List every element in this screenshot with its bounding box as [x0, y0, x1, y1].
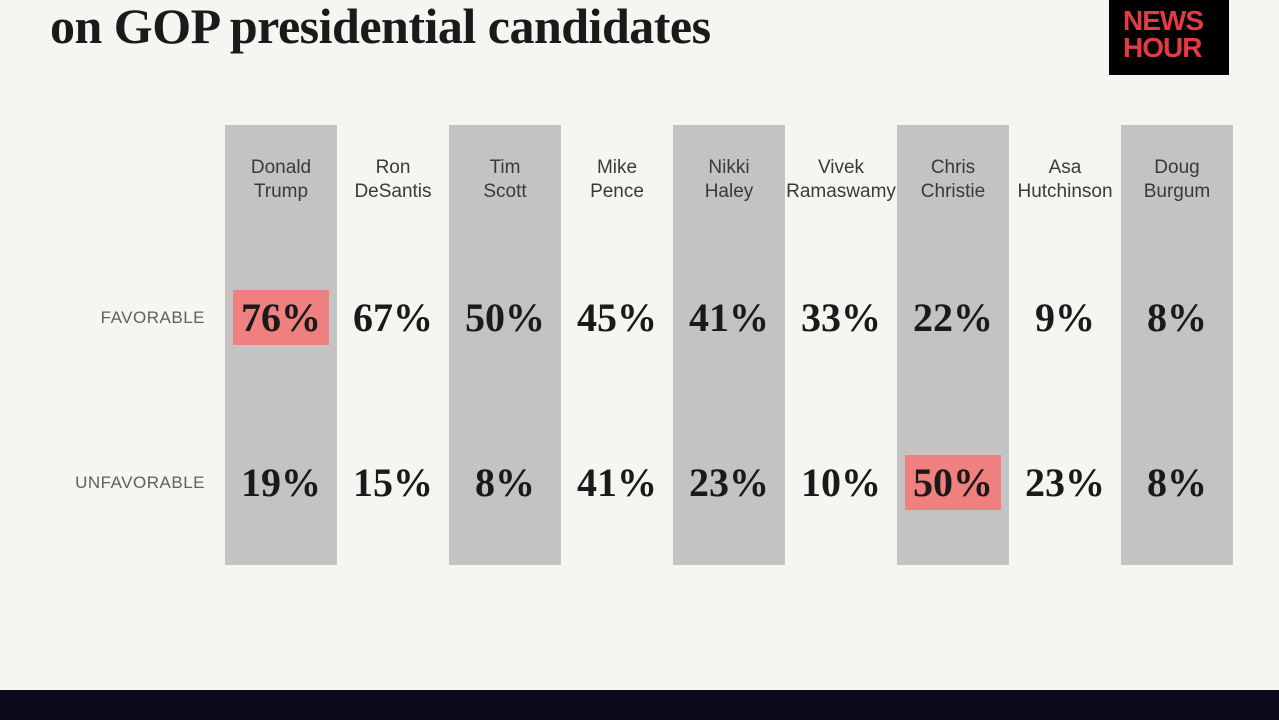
unfavorable-cell: 50%	[897, 400, 1009, 565]
newshour-logo: NEWS HOUR	[1109, 0, 1229, 75]
candidate-name-line: Vivek	[818, 156, 864, 180]
poll-value: 8%	[1139, 455, 1215, 510]
candidate-column: DonaldTrump 76% 19%	[225, 125, 337, 565]
logo-line2: HOUR	[1123, 35, 1215, 62]
candidate-name-line: Chris	[931, 156, 975, 180]
candidate-column: TimScott 50% 8%	[449, 125, 561, 565]
favorable-cell: 8%	[1121, 235, 1233, 400]
poll-value: 8%	[1139, 290, 1215, 345]
candidate-name-line: Ramaswamy	[786, 180, 896, 204]
poll-value: 50%	[905, 455, 1001, 510]
candidate-name-line: Asa	[1049, 156, 1082, 180]
row-labels: FAVORABLE UNFAVORABLE	[50, 125, 225, 565]
poll-value: 19%	[233, 455, 329, 510]
candidate-name: TimScott	[479, 125, 530, 235]
header: on GOP presidential candidates NEWS HOUR	[50, 0, 1229, 75]
favorable-cell: 45%	[561, 235, 673, 400]
unfavorable-cell: 23%	[673, 400, 785, 565]
poll-value: 76%	[233, 290, 329, 345]
candidate-name: RonDeSantis	[350, 125, 435, 235]
poll-value: 23%	[681, 455, 777, 510]
poll-value: 33%	[793, 290, 889, 345]
candidate-column: RonDeSantis 67% 15%	[337, 125, 449, 565]
candidate-name: NikkiHaley	[701, 125, 758, 235]
candidate-column: VivekRamaswamy 33% 10%	[785, 125, 897, 565]
candidate-name-line: Pence	[590, 180, 644, 204]
candidate-name: DougBurgum	[1140, 125, 1215, 235]
candidate-column: DougBurgum 8% 8%	[1121, 125, 1233, 565]
poll-value: 41%	[681, 290, 777, 345]
favorability-table: FAVORABLE UNFAVORABLE DonaldTrump76%19%R…	[50, 125, 1229, 565]
poll-value: 67%	[345, 290, 441, 345]
candidate-name-line: Burgum	[1144, 180, 1211, 204]
candidate-name-line: Mike	[597, 156, 637, 180]
favorable-cell: 22%	[897, 235, 1009, 400]
candidate-name-line: Hutchinson	[1017, 180, 1112, 204]
favorable-cell: 67%	[337, 235, 449, 400]
row-label-unfavorable: UNFAVORABLE	[50, 400, 225, 565]
title-line2: on GOP presidential candidates	[50, 0, 711, 54]
candidate-name: AsaHutchinson	[1013, 125, 1116, 235]
candidate-name-line: Scott	[483, 180, 526, 204]
unfavorable-cell: 10%	[785, 400, 897, 565]
row-label-spacer	[50, 125, 225, 235]
row-label-favorable: FAVORABLE	[50, 235, 225, 400]
candidate-name-line: Trump	[254, 180, 308, 204]
candidate-name-line: Doug	[1154, 156, 1199, 180]
candidate-name: DonaldTrump	[247, 125, 315, 235]
poll-value: 23%	[1017, 455, 1113, 510]
unfavorable-cell: 8%	[1121, 400, 1233, 565]
page-title: on GOP presidential candidates	[50, 0, 711, 53]
poll-value: 45%	[569, 290, 665, 345]
poll-value: 41%	[569, 455, 665, 510]
poll-value: 22%	[905, 290, 1001, 345]
candidate-column: ChrisChristie 22% 50%	[897, 125, 1009, 565]
favorable-cell: 33%	[785, 235, 897, 400]
poll-value: 10%	[793, 455, 889, 510]
unfavorable-cell: 8%	[449, 400, 561, 565]
poll-value: 50%	[457, 290, 553, 345]
favorable-cell: 41%	[673, 235, 785, 400]
unfavorable-cell: 15%	[337, 400, 449, 565]
candidate-name-line: Ron	[376, 156, 411, 180]
favorable-cell: 76%	[225, 235, 337, 400]
candidate-name-line: Nikki	[708, 156, 749, 180]
candidate-columns: DonaldTrump76%19%RonDeSantis67%15%TimSco…	[225, 125, 1233, 565]
candidate-name-line: Tim	[490, 156, 521, 180]
candidate-name: MikePence	[586, 125, 648, 235]
poll-value: 15%	[345, 455, 441, 510]
unfavorable-cell: 19%	[225, 400, 337, 565]
unfavorable-cell: 23%	[1009, 400, 1121, 565]
poll-value: 8%	[467, 455, 543, 510]
candidate-name: ChrisChristie	[917, 125, 989, 235]
favorable-cell: 9%	[1009, 235, 1121, 400]
candidate-name-line: Haley	[705, 180, 754, 204]
candidate-name-line: Donald	[251, 156, 311, 180]
candidate-column: NikkiHaley 41% 23%	[673, 125, 785, 565]
favorable-cell: 50%	[449, 235, 561, 400]
candidate-name-line: DeSantis	[354, 180, 431, 204]
candidate-column: MikePence 45% 41%	[561, 125, 673, 565]
poll-chart-container: on GOP presidential candidates NEWS HOUR…	[0, 0, 1279, 690]
candidate-name: VivekRamaswamy	[782, 125, 900, 235]
bottom-bar	[0, 690, 1279, 720]
unfavorable-cell: 41%	[561, 400, 673, 565]
logo-line1: NEWS	[1123, 8, 1215, 35]
candidate-column: AsaHutchinson 9% 23%	[1009, 125, 1121, 565]
poll-value: 9%	[1027, 290, 1103, 345]
candidate-name-line: Christie	[921, 180, 985, 204]
